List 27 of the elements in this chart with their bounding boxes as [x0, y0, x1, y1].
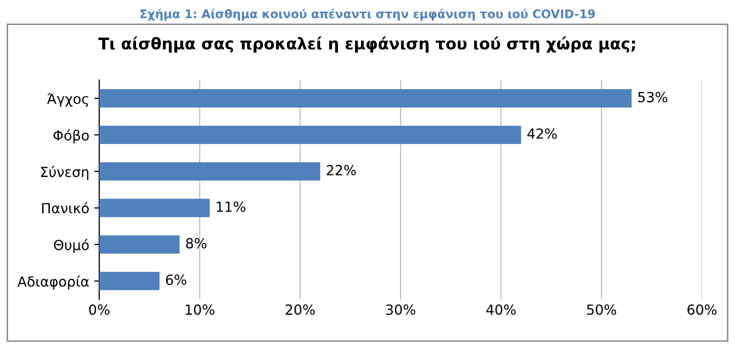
data-label: 6% [166, 274, 186, 286]
data-label: 42% [527, 128, 557, 139]
bar [99, 198, 210, 218]
x-tick-label: 50% [587, 304, 616, 315]
x-tick-label: 0% [89, 304, 110, 315]
x-tick-label: 60% [687, 304, 717, 315]
bar [99, 272, 160, 290]
x-tick-label: 30% [386, 304, 416, 315]
chart-subtitle: Τι αίσθημα σας προκαλεί η εμφάνιση του ιού στη χώρα μας; [98, 36, 635, 53]
y-tick-label: Πανικό [42, 202, 89, 214]
y-tick-label: Σύνεση [41, 166, 88, 180]
data-label: 53% [638, 92, 668, 102]
bar [99, 235, 180, 254]
chart-title: Σχήμα 1: Αίσθημα κοινού απέναντι στην εμφάνιση του ιού COVID-19 [140, 8, 595, 21]
y-tick-label: Αδιαφορία [17, 275, 89, 290]
bar [99, 89, 632, 108]
data-label: 8% [186, 238, 206, 248]
data-label: 22% [326, 164, 356, 176]
x-tick-label: 20% [286, 304, 315, 315]
bar [99, 126, 522, 144]
x-tick-label: 10% [186, 304, 214, 315]
x-tick-label: 40% [486, 304, 516, 315]
y-tick-label: Φόβο [53, 129, 89, 144]
y-tick-label: Άγχος [47, 92, 88, 107]
data-label: 11% [216, 201, 246, 212]
bar [99, 162, 320, 181]
y-tick-label: Θυμό [54, 238, 89, 253]
